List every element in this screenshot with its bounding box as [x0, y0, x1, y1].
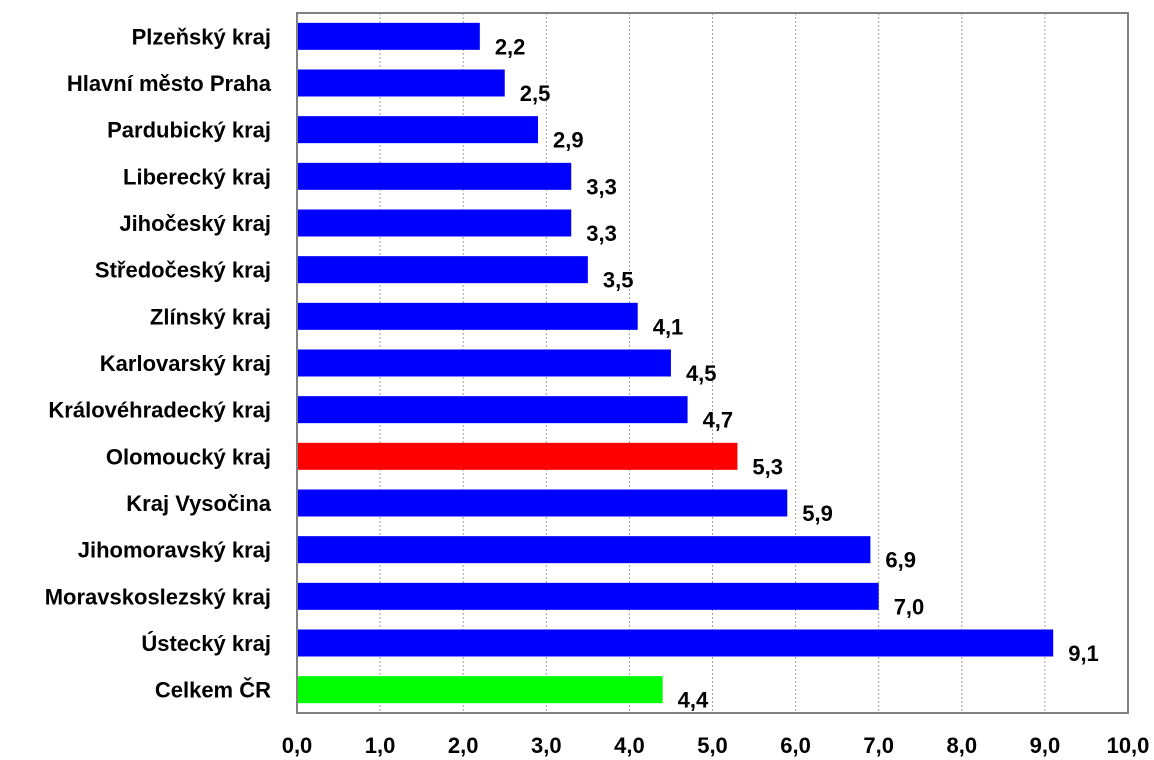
value-label: 9,1 [1068, 641, 1099, 666]
category-label: Karlovarský kraj [100, 351, 271, 376]
bar [297, 209, 572, 237]
bar [297, 302, 638, 330]
value-label: 5,3 [752, 454, 783, 479]
bar [297, 116, 538, 144]
value-label: 3,3 [586, 174, 617, 199]
x-tick-label: 0,0 [282, 733, 313, 758]
bar [297, 22, 480, 50]
bar [297, 536, 871, 564]
value-label: 5,9 [802, 501, 833, 526]
category-label: Liberecký kraj [123, 164, 271, 189]
plot-frame [296, 12, 1129, 714]
x-tick-label: 9,0 [1030, 733, 1061, 758]
category-label: Kraj Vysočina [126, 491, 271, 516]
value-label: 4,7 [703, 408, 734, 433]
category-label: Středočeský kraj [95, 258, 271, 283]
bar [297, 396, 688, 424]
x-tick-label: 6,0 [780, 733, 811, 758]
bar [297, 349, 671, 377]
x-tick-label: 4,0 [614, 733, 645, 758]
bar [297, 676, 663, 704]
category-label: Plzeňský kraj [132, 24, 271, 49]
category-label: Královéhradecký kraj [48, 398, 271, 423]
x-tick-label: 5,0 [697, 733, 728, 758]
value-label: 2,9 [553, 128, 584, 153]
bar [297, 162, 572, 190]
x-tick-label: 1,0 [365, 733, 396, 758]
bar [297, 489, 788, 517]
x-tick-label: 10,0 [1107, 733, 1150, 758]
category-label: Jihočeský kraj [119, 211, 271, 236]
value-label: 4,4 [678, 688, 709, 713]
x-tick-label: 7,0 [863, 733, 894, 758]
value-label: 3,5 [603, 268, 634, 293]
value-label: 4,1 [653, 314, 684, 339]
category-label: Ústecký kraj [141, 631, 271, 656]
category-label: Hlavní město Praha [67, 71, 272, 96]
value-label: 2,5 [520, 81, 551, 106]
bar [297, 442, 738, 470]
value-label: 2,2 [495, 34, 526, 59]
category-label: Celkem ČR [155, 678, 271, 703]
value-label: 7,0 [894, 594, 925, 619]
category-label: Zlínský kraj [150, 304, 271, 329]
value-label: 3,3 [586, 221, 617, 246]
category-label: Olomoucký kraj [106, 444, 271, 469]
bar [297, 582, 879, 610]
bar [297, 629, 1054, 657]
x-tick-label: 8,0 [947, 733, 978, 758]
category-label: Pardubický kraj [107, 118, 271, 143]
category-label: Jihomoravský kraj [78, 538, 271, 563]
value-label: 6,9 [885, 548, 916, 573]
bar [297, 69, 505, 97]
x-tick-label: 3,0 [531, 733, 562, 758]
category-label: Moravskoslezský kraj [45, 584, 271, 609]
x-tick-label: 2,0 [448, 733, 479, 758]
value-label: 4,5 [686, 361, 717, 386]
bar [297, 256, 588, 284]
